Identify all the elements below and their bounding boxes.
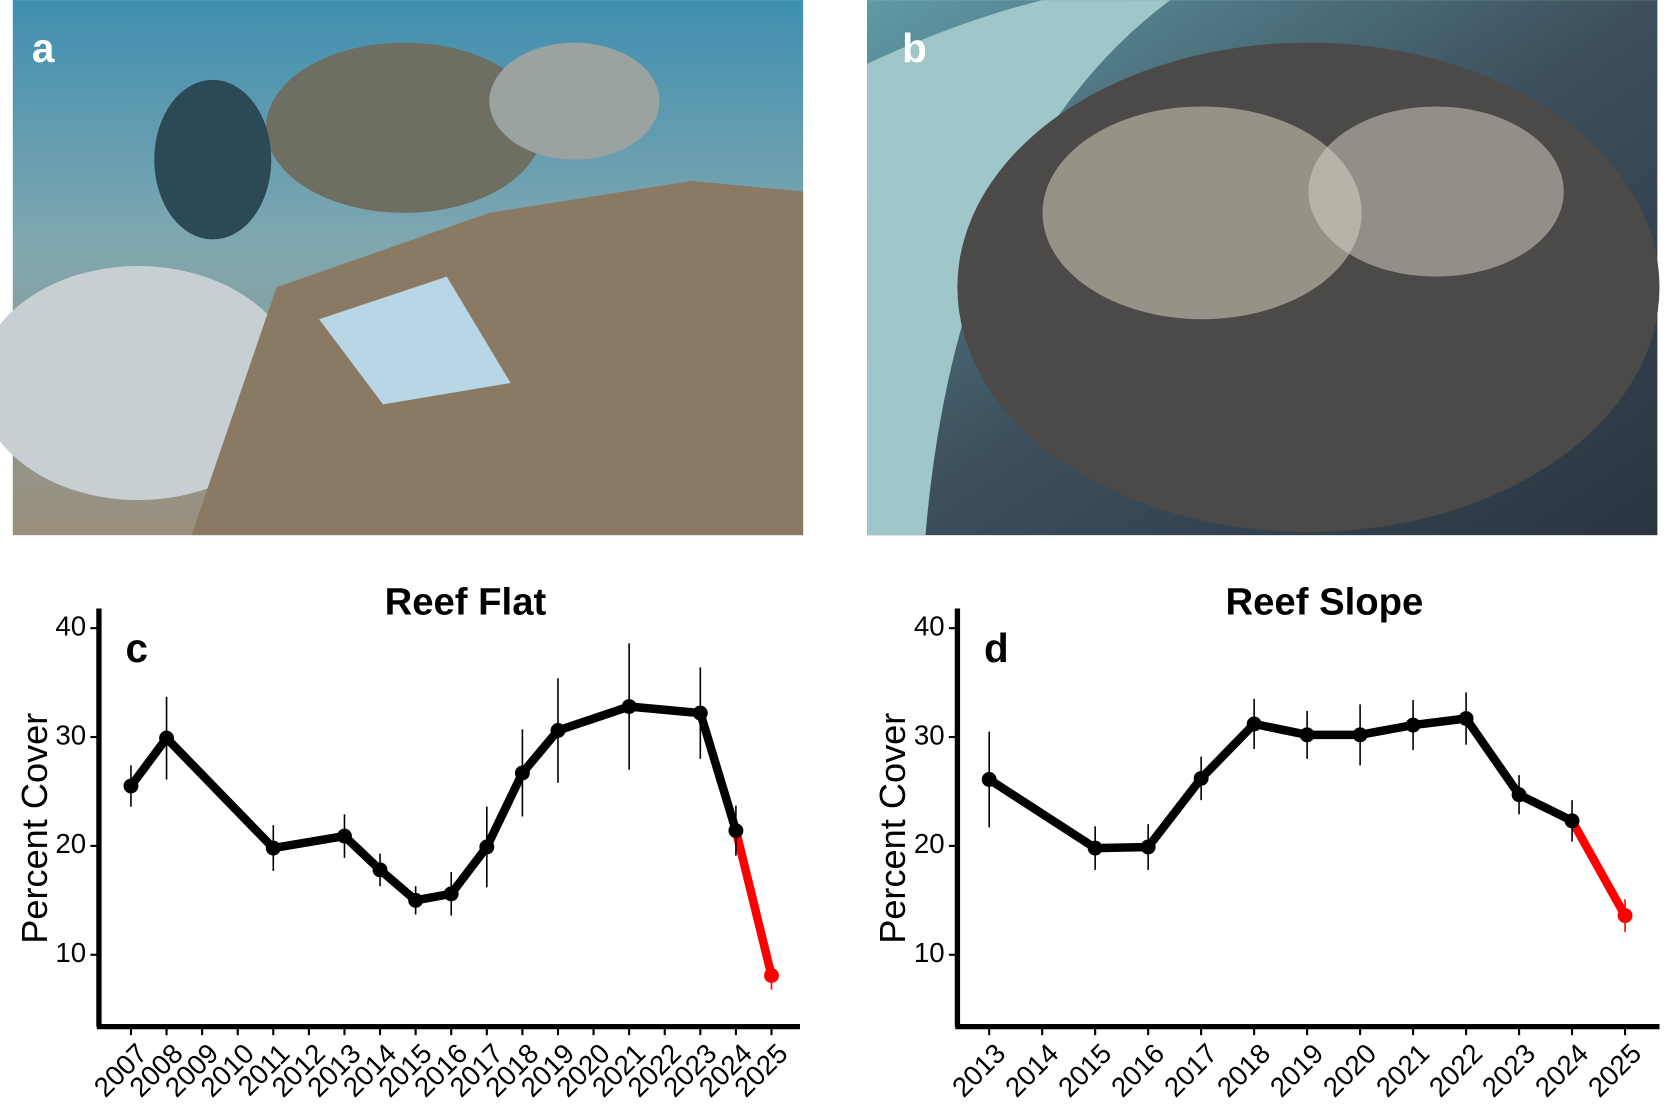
line-segment (1408, 714, 1471, 730)
data-point (123, 778, 139, 794)
x-tick-label: 2013 (946, 1038, 1011, 1103)
line-segment (446, 842, 492, 899)
line-segment (162, 733, 278, 853)
data-point (1087, 840, 1103, 856)
line-segment (126, 733, 171, 791)
x-tick-label: 2017 (1158, 1038, 1223, 1103)
line-segment (340, 831, 385, 875)
panel-label: a (32, 25, 55, 71)
data-point (1405, 717, 1421, 733)
y-tick-label: 10 (55, 937, 86, 968)
chart-title: Reef Flat (385, 580, 547, 623)
line-segment (1514, 790, 1577, 826)
y-tick-label: 40 (914, 610, 945, 641)
data-point (1352, 727, 1368, 743)
line-segment (1461, 714, 1524, 799)
line-segment (696, 708, 741, 835)
line-segment (1355, 720, 1418, 740)
data-point (1140, 839, 1156, 855)
line-segment (624, 702, 705, 718)
line-segment (731, 826, 776, 980)
data-point (621, 699, 637, 714)
x-tick-label: 2023 (1476, 1038, 1541, 1103)
y-tick-label: 30 (55, 719, 86, 750)
data-point (479, 839, 495, 855)
data-point (514, 765, 530, 781)
data-point (1193, 770, 1209, 786)
x-tick-label: 2025 (1582, 1038, 1647, 1103)
x-tick-label: 2018 (1211, 1038, 1276, 1103)
line-segment (1249, 719, 1312, 740)
y-tick-label: 20 (914, 828, 945, 859)
data-point (981, 772, 997, 787)
line-segment (984, 775, 1100, 853)
line-segment (1196, 719, 1259, 783)
line-segment (375, 865, 420, 905)
panel-label: d (984, 625, 1009, 671)
line-segment (553, 702, 634, 735)
x-tick-label: 2015 (1052, 1038, 1117, 1103)
data-point (1564, 813, 1580, 829)
data-point (550, 723, 566, 738)
panel-label: b (902, 25, 927, 71)
y-tick-label: 30 (914, 719, 945, 750)
data-point (159, 730, 174, 746)
data-point (1458, 711, 1474, 726)
y-tick-label: 40 (55, 610, 86, 641)
data-point (728, 823, 744, 839)
y-tick-label: 10 (914, 937, 945, 968)
data-point (1246, 716, 1262, 732)
data-point (1617, 908, 1633, 924)
data-point (764, 968, 779, 983)
x-tick-label: 2019 (1264, 1038, 1329, 1103)
data-point (372, 862, 388, 878)
line-segment (1090, 842, 1153, 853)
line-segment (269, 831, 349, 853)
panel-label: c (126, 625, 148, 671)
chart-title: Reef Slope (1225, 580, 1423, 623)
line-segment (1143, 774, 1206, 852)
data-point (408, 892, 424, 908)
data-point (337, 828, 352, 844)
y-axis-label: Percent Cover (14, 713, 55, 944)
y-tick-label: 20 (55, 828, 86, 859)
data-point (443, 886, 459, 902)
data-point (265, 840, 281, 856)
x-tick-label: 2014 (999, 1038, 1064, 1103)
x-tick-label: 2022 (1423, 1038, 1488, 1103)
photo-b (866, 0, 1660, 536)
x-tick-label: 2024 (1529, 1038, 1594, 1103)
line-segment (1567, 816, 1630, 920)
x-tick-label: 2021 (1370, 1038, 1435, 1103)
data-point (692, 705, 708, 721)
y-axis-label: Percent Cover (872, 713, 913, 944)
line-segment (482, 768, 527, 852)
x-tick-label: 2016 (1105, 1038, 1170, 1103)
photo-a (0, 0, 804, 536)
data-point (1299, 727, 1315, 743)
data-point (1511, 787, 1527, 803)
x-tick-label: 2020 (1317, 1038, 1382, 1103)
line-segment (518, 726, 563, 778)
